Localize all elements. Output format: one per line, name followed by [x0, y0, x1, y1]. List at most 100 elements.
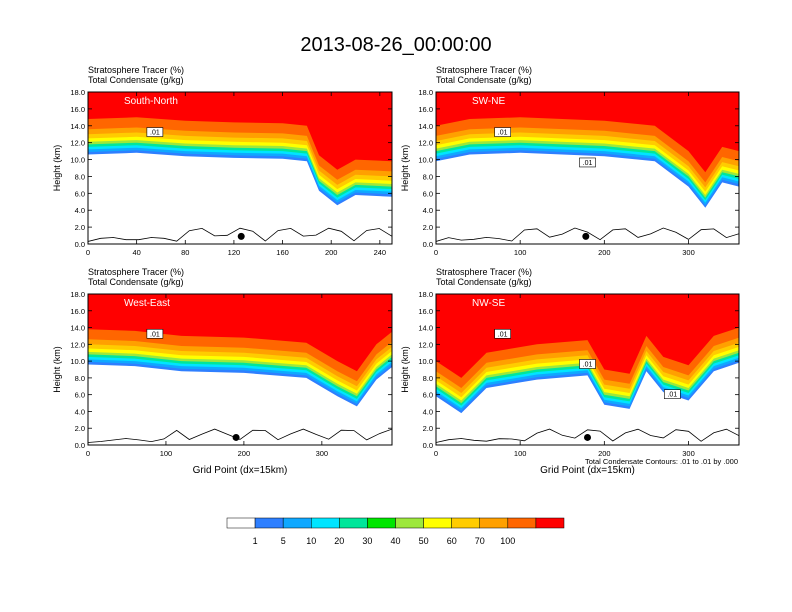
- x-tick-label: 120: [228, 248, 241, 257]
- y-tick-label: 2.0: [423, 223, 433, 232]
- x-tick-label: 80: [181, 248, 189, 257]
- x-tick-label: 0: [434, 449, 438, 458]
- panel-subtitle-condensate: Total Condensate (g/kg): [88, 277, 184, 287]
- colorbar-swatch: [452, 518, 480, 528]
- y-tick-label: 0.0: [423, 441, 433, 450]
- colorbar-swatch: [283, 518, 311, 528]
- x-tick-label: 0: [86, 449, 90, 458]
- colorbar-label: 40: [390, 536, 400, 546]
- colorbar-swatch: [480, 518, 508, 528]
- y-axis-label: Height (km): [52, 145, 62, 192]
- y-tick-label: 14.0: [418, 122, 433, 131]
- x-tick-label: 300: [682, 248, 695, 257]
- y-tick-label: 2.0: [423, 424, 433, 433]
- y-tick-label: 8.0: [75, 374, 85, 383]
- colorbar-swatch: [367, 518, 395, 528]
- plot-area: [436, 294, 739, 445]
- contour-label: .01: [150, 331, 160, 338]
- colorbar-swatch: [339, 518, 367, 528]
- x-tick-label: 0: [434, 248, 438, 257]
- panel-direction-label: West-East: [124, 298, 170, 309]
- location-marker: [233, 434, 240, 441]
- y-tick-label: 6.0: [423, 189, 433, 198]
- location-marker: [582, 233, 589, 240]
- x-tick-label: 300: [316, 449, 329, 458]
- colorbar-swatch: [227, 518, 255, 528]
- contour-label: .01: [667, 392, 677, 399]
- contour-label: .01: [498, 331, 508, 338]
- colorbar-label: 1: [253, 536, 258, 546]
- x-tick-label: 100: [514, 449, 527, 458]
- y-tick-label: 10.0: [418, 156, 433, 165]
- panel-south-north: Stratosphere Tracer (%)Total Condensate …: [52, 65, 392, 257]
- y-tick-label: 18.0: [418, 290, 433, 299]
- y-tick-label: 8.0: [75, 172, 85, 181]
- colorbar-label: 50: [419, 536, 429, 546]
- location-marker: [238, 233, 245, 240]
- colorbar-label: 100: [500, 536, 515, 546]
- x-tick-label: 200: [325, 248, 338, 257]
- plot-area: [88, 294, 392, 445]
- y-tick-label: 18.0: [70, 88, 85, 97]
- y-tick-label: 16.0: [70, 105, 85, 114]
- y-tick-label: 4.0: [423, 407, 433, 416]
- panel-subtitle-tracer: Stratosphere Tracer (%): [88, 65, 184, 75]
- contour-label: .01: [498, 130, 508, 137]
- panel-direction-label: South-North: [124, 96, 178, 107]
- y-tick-label: 18.0: [418, 88, 433, 97]
- panel-sw-ne: Stratosphere Tracer (%)Total Condensate …: [400, 65, 739, 257]
- panel-direction-label: SW-NE: [472, 96, 505, 107]
- y-tick-label: 10.0: [70, 357, 85, 366]
- y-tick-label: 8.0: [423, 374, 433, 383]
- x-tick-label: 200: [238, 449, 251, 458]
- y-tick-label: 0.0: [75, 240, 85, 249]
- x-tick-label: 240: [374, 248, 387, 257]
- y-tick-label: 4.0: [75, 206, 85, 215]
- y-tick-label: 10.0: [418, 357, 433, 366]
- y-tick-label: 0.0: [75, 441, 85, 450]
- colorbar-swatch: [396, 518, 424, 528]
- contour-note: Total Condensate Contours: .01 to .01 by…: [585, 457, 738, 466]
- colorbar-swatch: [311, 518, 339, 528]
- location-marker: [584, 434, 591, 441]
- panels: Stratosphere Tracer (%)Total Condensate …: [52, 65, 739, 476]
- colorbar-swatch: [508, 518, 536, 528]
- y-tick-label: 12.0: [70, 340, 85, 349]
- y-tick-label: 4.0: [75, 407, 85, 416]
- y-tick-label: 14.0: [70, 324, 85, 333]
- colorbar-swatch: [424, 518, 452, 528]
- y-tick-label: 12.0: [70, 139, 85, 148]
- y-tick-label: 16.0: [418, 105, 433, 114]
- y-tick-label: 6.0: [423, 391, 433, 400]
- x-tick-label: 100: [514, 248, 527, 257]
- contour-label: .01: [583, 361, 593, 368]
- y-tick-label: 2.0: [75, 223, 85, 232]
- contour-label: .01: [583, 160, 593, 167]
- plot-area: [88, 92, 392, 244]
- y-tick-label: 6.0: [75, 391, 85, 400]
- y-tick-label: 8.0: [423, 172, 433, 181]
- colorbar-label: 5: [281, 536, 286, 546]
- panel-direction-label: NW-SE: [472, 298, 505, 309]
- colorbar-swatch: [255, 518, 283, 528]
- y-tick-label: 16.0: [70, 307, 85, 316]
- y-tick-label: 4.0: [423, 206, 433, 215]
- colorbar: 1 5 10 20 30 40 50 60 70 100: [227, 518, 564, 546]
- x-tick-label: 200: [598, 248, 611, 257]
- y-tick-label: 12.0: [418, 139, 433, 148]
- y-axis-label: Height (km): [400, 145, 410, 192]
- colorbar-label: 20: [334, 536, 344, 546]
- panel-west-east: Stratosphere Tracer (%)Total Condensate …: [52, 267, 392, 476]
- panel-subtitle-condensate: Total Condensate (g/kg): [436, 75, 532, 85]
- x-tick-label: 0: [86, 248, 90, 257]
- x-axis-label: Grid Point (dx=15km): [540, 465, 635, 476]
- y-tick-label: 14.0: [70, 122, 85, 131]
- colorbar-label: 60: [447, 536, 457, 546]
- panel-subtitle-tracer: Stratosphere Tracer (%): [88, 267, 184, 277]
- x-tick-label: 100: [160, 449, 173, 458]
- y-tick-label: 6.0: [75, 189, 85, 198]
- colorbar-label: 70: [475, 536, 485, 546]
- x-axis-label: Grid Point (dx=15km): [193, 465, 288, 476]
- panel-subtitle-condensate: Total Condensate (g/kg): [436, 277, 532, 287]
- figure-canvas: 2013-08-26_00:00:00 Stratosphere Tracer …: [0, 0, 792, 612]
